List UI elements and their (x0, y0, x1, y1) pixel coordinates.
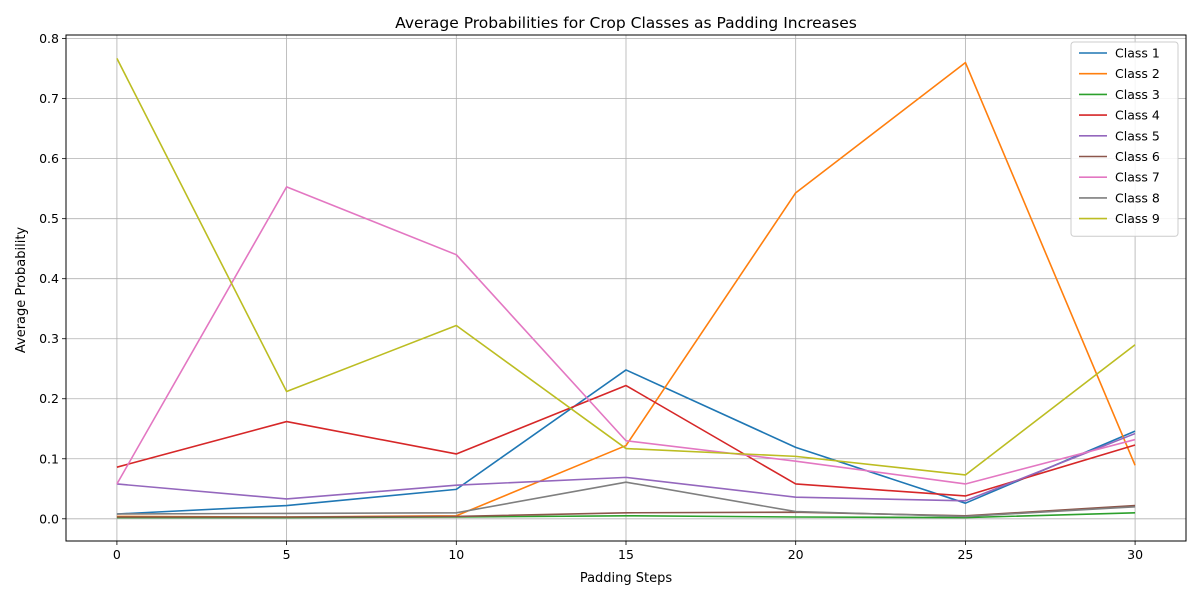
legend-entry: Class 7 (1115, 170, 1160, 185)
legend-entry: Class 1 (1115, 46, 1160, 61)
y-axis-ticks: 0.0 0.1 0.2 0.3 0.4 0.5 0.6 0.7 0.8 (39, 31, 66, 526)
y-tick-label: 0.2 (39, 391, 59, 406)
series-lines (116, 58, 1136, 519)
x-tick-label: 20 (788, 547, 804, 562)
x-tick-label: 25 (957, 547, 973, 562)
y-tick-label: 0.0 (39, 511, 59, 526)
legend-entry: Class 4 (1115, 108, 1160, 123)
legend-entry: Class 2 (1115, 66, 1160, 81)
y-tick-label: 0.4 (39, 271, 59, 286)
legend: Class 1 Class 2 Class 3 Class 4 Class 5 Class… (1070, 41, 1179, 237)
series-line-class-4 (116, 384, 1136, 497)
series-line-class-9 (116, 58, 1136, 476)
y-tick-label: 0.1 (39, 451, 59, 466)
x-tick-label: 10 (448, 547, 464, 562)
legend-entry: Class 8 (1115, 190, 1160, 205)
legend-box (1070, 41, 1179, 237)
y-tick-label: 0.7 (39, 91, 59, 106)
legend-entry: Class 3 (1115, 87, 1160, 102)
legend-entry: Class 6 (1115, 149, 1160, 164)
y-axis-label: Average Probability (14, 227, 29, 354)
y-tick-label: 0.3 (39, 331, 59, 346)
x-tick-label: 5 (283, 547, 291, 562)
x-axis-ticks: 0 5 10 15 20 25 30 (113, 541, 1143, 562)
legend-entry: Class 9 (1115, 211, 1160, 226)
y-tick-label: 0.8 (39, 31, 59, 46)
legend-entry: Class 5 (1115, 128, 1160, 143)
y-tick-label: 0.6 (39, 151, 59, 166)
series-line-class-1 (116, 369, 1136, 515)
x-tick-label: 30 (1127, 547, 1143, 562)
x-tick-label: 15 (618, 547, 634, 562)
gridlines (66, 35, 1186, 541)
series-line-class-5 (116, 432, 1136, 502)
x-axis-label: Padding Steps (580, 571, 673, 586)
x-tick-label: 0 (113, 547, 121, 562)
series-line-class-7 (116, 186, 1136, 485)
chart-title: Average Probabilities for Crop Classes a… (395, 14, 857, 32)
series-line-class-8 (116, 481, 1136, 518)
y-tick-label: 0.5 (39, 211, 59, 226)
